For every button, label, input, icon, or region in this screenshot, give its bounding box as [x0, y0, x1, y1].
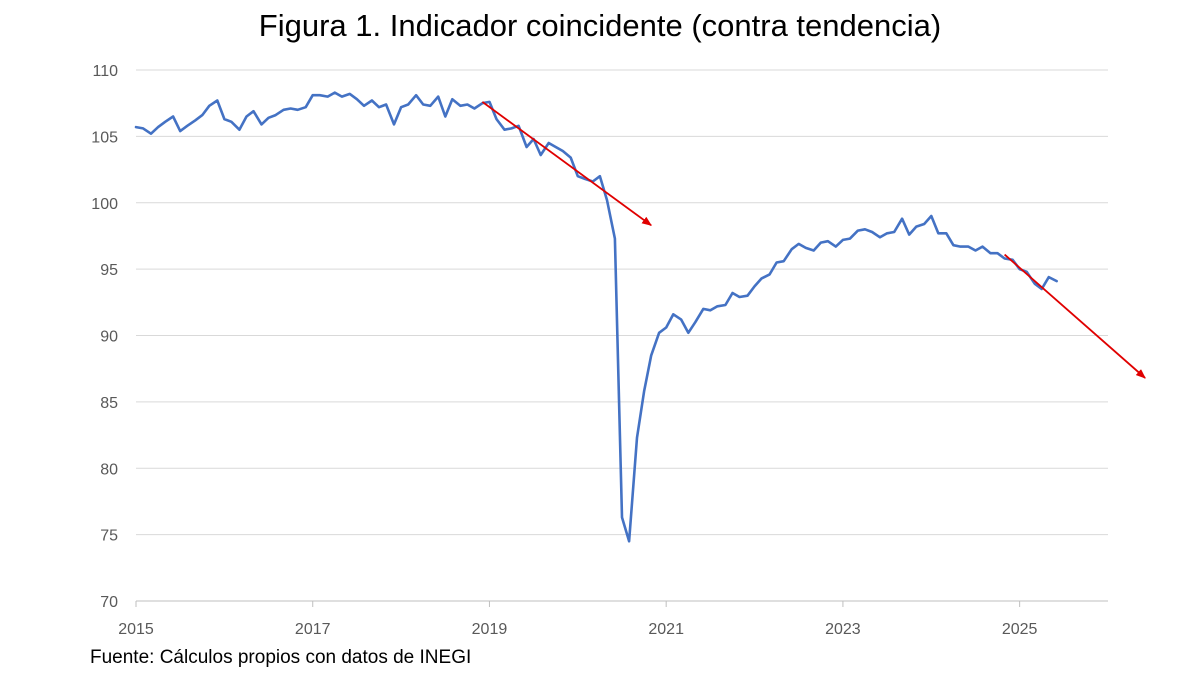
x-tick-label: 2021 — [648, 621, 684, 638]
trend-arrow — [1004, 253, 1146, 379]
source-note: Fuente: Cálculos propios con datos de IN… — [90, 647, 472, 668]
y-tick-label: 105 — [91, 129, 118, 146]
x-tick-label: 2025 — [1002, 621, 1038, 638]
axes: 70 75 80 85 90 95 100 105 110 2015 2017 2019 2021 202… — [91, 63, 1108, 638]
x-tick-label: 2017 — [295, 621, 331, 638]
y-tick-label: 75 — [100, 528, 118, 545]
trend-arrow — [481, 101, 652, 227]
chart-title: Figura 1. Indicador coincidente (contra … — [258, 8, 942, 43]
y-tick-label: 95 — [100, 262, 118, 279]
x-tick-label: 2019 — [472, 621, 508, 638]
y-tick-label: 80 — [100, 461, 118, 478]
series-line — [134, 91, 1058, 543]
gridlines — [136, 69, 1108, 536]
x-tick-label: 2015 — [118, 621, 154, 638]
trend-arrows — [481, 101, 1146, 379]
y-tick-label: 90 — [100, 329, 118, 346]
y-tick-label: 85 — [100, 395, 118, 412]
y-tick-label: 70 — [100, 594, 118, 611]
y-tick-label: 100 — [91, 196, 118, 213]
x-tick-label: 2023 — [825, 621, 861, 638]
y-tick-label: 110 — [92, 63, 118, 80]
series-layer — [134, 91, 1058, 543]
